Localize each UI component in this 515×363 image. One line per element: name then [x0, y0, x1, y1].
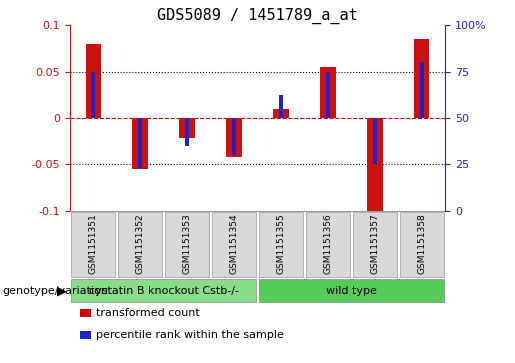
Bar [132, 118, 147, 169]
Text: transformed count: transformed count [96, 308, 200, 318]
Bar [138, 118, 142, 168]
Bar [85, 44, 100, 118]
Text: ▶: ▶ [57, 284, 67, 297]
Text: GSM1151358: GSM1151358 [418, 214, 426, 274]
Text: GSM1151355: GSM1151355 [277, 214, 285, 274]
Bar [325, 72, 330, 118]
Text: cystatin B knockout Cstb-/-: cystatin B knockout Cstb-/- [89, 286, 238, 296]
Bar [180, 118, 195, 138]
Text: genotype/variation: genotype/variation [3, 286, 109, 296]
Bar [420, 62, 424, 118]
Text: GSM1151353: GSM1151353 [182, 214, 192, 274]
Text: GSM1151352: GSM1151352 [135, 214, 145, 274]
Bar [368, 118, 383, 211]
Bar [232, 118, 236, 155]
Bar [273, 109, 288, 118]
Text: GSM1151356: GSM1151356 [323, 214, 333, 274]
Bar [227, 118, 242, 157]
Bar [320, 67, 335, 118]
Text: GSM1151357: GSM1151357 [370, 214, 380, 274]
Text: wild type: wild type [326, 286, 377, 296]
Title: GDS5089 / 1451789_a_at: GDS5089 / 1451789_a_at [157, 8, 358, 24]
Text: GSM1151354: GSM1151354 [230, 214, 238, 274]
Bar [279, 95, 283, 118]
Bar [415, 39, 430, 118]
Text: GSM1151351: GSM1151351 [89, 214, 97, 274]
Bar [373, 118, 377, 164]
Bar [91, 72, 95, 118]
Text: percentile rank within the sample: percentile rank within the sample [96, 330, 284, 340]
Bar [185, 118, 190, 146]
